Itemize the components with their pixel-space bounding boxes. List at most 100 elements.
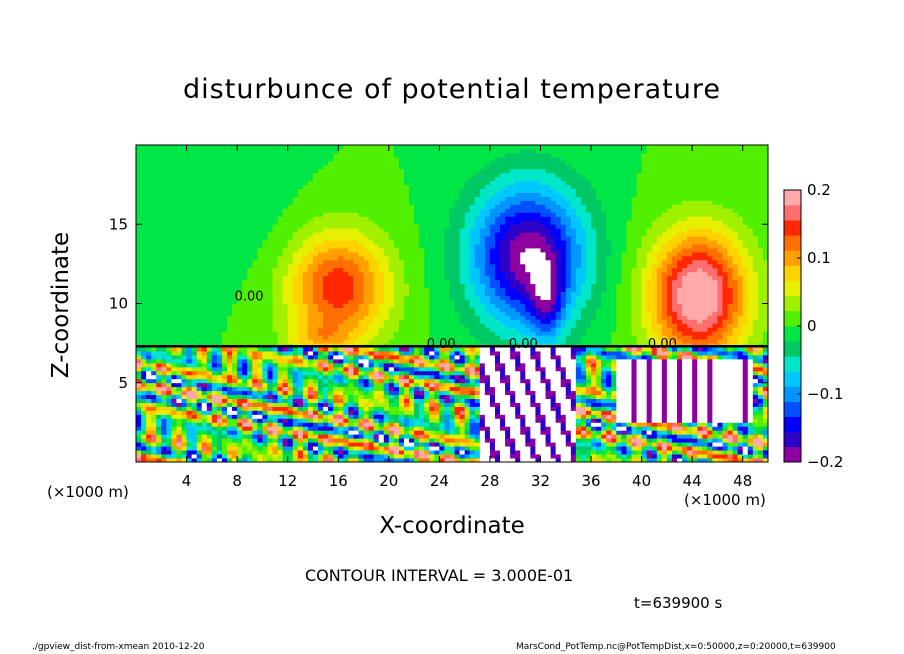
heatmap-cell — [611, 426, 617, 431]
heatmap-cell — [500, 386, 506, 392]
heatmap-cell — [479, 362, 486, 368]
heatmap-cell — [687, 454, 693, 459]
heatmap-cell — [464, 406, 471, 411]
heatmap-cell — [171, 362, 177, 368]
heatmap-cell — [398, 366, 405, 372]
heatmap-cell — [171, 370, 177, 376]
heatmap-cell — [388, 315, 395, 320]
heatmap-cell — [196, 446, 203, 451]
heatmap-cell — [661, 319, 668, 324]
heatmap-cell — [484, 339, 491, 344]
heatmap-cell — [459, 347, 466, 352]
heatmap-cell — [257, 355, 263, 360]
heatmap-cell — [636, 442, 642, 447]
heatmap-cell — [146, 390, 152, 396]
heatmap-cell — [393, 438, 400, 443]
heatmap-cell — [687, 386, 693, 392]
heatmap-cell — [682, 347, 688, 352]
heatmap-cell — [419, 358, 425, 364]
heatmap-cell — [626, 311, 632, 316]
heatmap-cell — [454, 382, 460, 388]
heatmap-cell — [141, 438, 147, 443]
heatmap-cell — [540, 446, 546, 451]
heatmap-cell — [216, 366, 223, 372]
heatmap-cell — [717, 382, 723, 388]
heatmap-cell — [697, 418, 703, 423]
heatmap-cell — [429, 366, 435, 372]
heatmap-cell — [692, 319, 698, 324]
heatmap-cell — [343, 358, 349, 364]
heatmap-cell — [393, 315, 400, 320]
heatmap-cell — [494, 426, 501, 431]
heatmap-cell — [570, 366, 577, 372]
heatmap-cell — [348, 406, 354, 411]
heatmap-cell — [161, 335, 167, 340]
heatmap-cell — [444, 426, 450, 431]
heatmap-cell — [510, 303, 516, 308]
heatmap-cell — [312, 370, 319, 376]
heatmap-cell — [560, 370, 567, 376]
heatmap-cell — [424, 366, 430, 372]
heatmap-cell — [757, 311, 764, 316]
heatmap-cell — [434, 434, 440, 439]
heatmap-cell — [393, 366, 400, 372]
heatmap-cell — [631, 351, 637, 356]
heatmap-cell — [601, 410, 607, 415]
heatmap-cell — [742, 426, 749, 431]
heatmap-cell — [136, 378, 142, 384]
heatmap-cell — [247, 303, 253, 308]
heatmap-cell — [692, 370, 698, 376]
heatmap-cell — [626, 394, 632, 399]
heatmap-cell — [424, 406, 430, 411]
heatmap-cell — [525, 454, 531, 459]
heatmap-cell — [757, 386, 764, 392]
heatmap-cell — [479, 307, 486, 312]
heatmap-cell — [601, 355, 607, 360]
heatmap-cell — [333, 370, 339, 376]
heatmap-cell — [211, 450, 218, 455]
heatmap-cell — [555, 355, 562, 360]
heatmap-cell — [227, 398, 233, 403]
heatmap-cell — [414, 438, 420, 443]
heatmap-cell — [661, 339, 668, 344]
heatmap-cell — [692, 358, 698, 364]
heatmap-cell — [656, 394, 663, 399]
heatmap-cell — [196, 394, 203, 399]
heatmap-cell — [515, 450, 521, 455]
heatmap-cell — [540, 402, 546, 407]
heatmap-cell — [596, 458, 602, 462]
heatmap-cell — [252, 315, 258, 320]
heatmap-cell — [409, 390, 415, 396]
heatmap-cell — [510, 418, 516, 423]
heatmap-cell — [398, 323, 405, 328]
heatmap-cell — [211, 434, 218, 439]
heatmap-cell — [136, 406, 142, 411]
heatmap-cell — [312, 382, 319, 388]
heatmap-cell — [439, 398, 445, 403]
heatmap-cell — [196, 370, 203, 376]
heatmap-cell — [692, 418, 698, 423]
heatmap-cell — [757, 327, 764, 332]
heatmap-cell — [287, 378, 294, 384]
heatmap-cell — [277, 402, 284, 407]
heatmap-cell — [535, 311, 541, 316]
heatmap-cell — [312, 362, 319, 368]
heatmap-cell — [510, 307, 516, 312]
heatmap-cell — [312, 351, 319, 356]
heatmap-cell — [221, 446, 228, 451]
heatmap-cell — [611, 414, 617, 419]
heatmap-cell — [596, 450, 602, 455]
heatmap-cell — [363, 307, 369, 312]
heatmap-cell — [742, 366, 749, 372]
heatmap-cell — [626, 458, 632, 462]
heatmap-cell — [221, 454, 228, 459]
heatmap-cell — [646, 307, 653, 312]
heatmap-cell — [221, 315, 228, 320]
heatmap-cell — [136, 390, 142, 396]
heatmap-cell — [267, 382, 273, 388]
heatmap-cell — [338, 370, 344, 376]
heatmap-cell — [434, 454, 440, 459]
heatmap-cell — [697, 430, 703, 435]
heatmap-cell — [151, 398, 157, 403]
heatmap-cell — [206, 422, 213, 427]
